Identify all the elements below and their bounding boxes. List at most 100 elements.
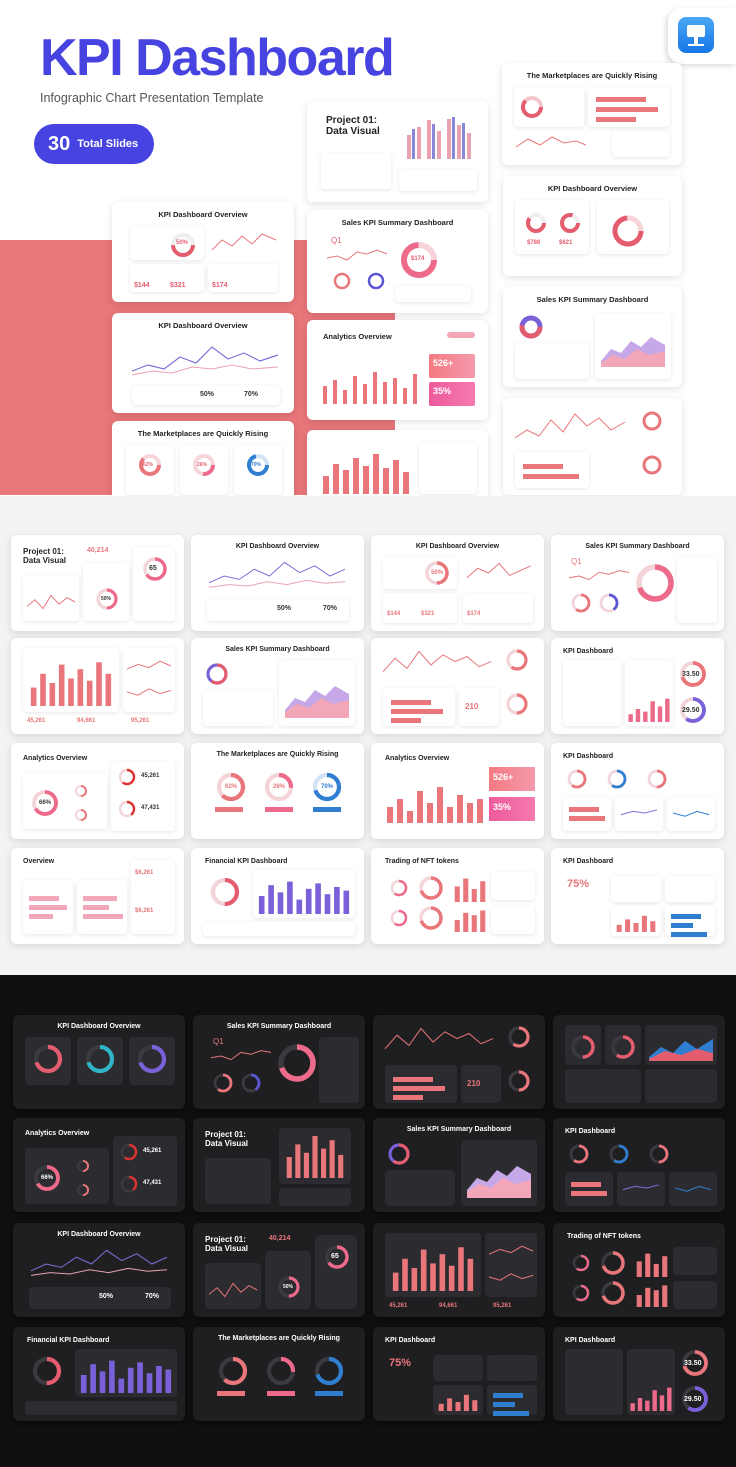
progress-bar: [391, 709, 443, 714]
stat-1: $144: [387, 611, 401, 617]
bar: [295, 1144, 301, 1178]
bar-chart: [80, 1360, 172, 1393]
donut-chart: [601, 1281, 625, 1305]
bar: [463, 1394, 469, 1411]
bar: [463, 912, 469, 932]
slide-title: Trading of NFT tokens: [567, 1233, 641, 1240]
donut-arc: [77, 1160, 89, 1172]
line-chart: [488, 1273, 534, 1281]
series-line: [126, 688, 172, 696]
slide-title: KPI Dashboard: [563, 648, 614, 655]
bar-chart: [636, 1253, 668, 1277]
panel: [627, 1349, 675, 1415]
stat-3: 95,261: [493, 1303, 512, 1309]
donut-arc: [216, 772, 246, 802]
series-line: [26, 594, 76, 610]
bar: [463, 878, 469, 902]
progress-bar: [83, 896, 117, 901]
bar: [471, 889, 477, 902]
bar: [659, 1395, 665, 1411]
donut-arc: [572, 1254, 590, 1272]
donut-arc: [649, 1144, 669, 1164]
line-chart: [382, 650, 492, 673]
line-chart: [568, 570, 630, 581]
stat-1: 45,261: [27, 718, 46, 724]
slide-thumbnail-overview-line: KPI Dashboard Overview 50% 70%: [13, 1223, 185, 1317]
donut-chart: [120, 1143, 138, 1161]
donut-arc: [213, 1073, 233, 1093]
slide-thumbnail-kpi-donuts: KPI Dashboard: [551, 743, 724, 839]
bar: [650, 921, 656, 932]
panel: [385, 1170, 455, 1206]
slide-thumbnail-analytics-gauge: Analytics Overview 66% 45,261 47,431: [11, 743, 184, 839]
line-chart: [26, 594, 76, 610]
donut-chart: [682, 1350, 708, 1376]
donut-chart: [120, 1175, 138, 1193]
panel: [25, 1148, 109, 1204]
panel: [131, 860, 175, 934]
progress-bar: [571, 1182, 601, 1187]
donut-chart: [77, 1184, 89, 1196]
gauge-value: 50%: [176, 240, 189, 246]
series-line: [30, 1249, 168, 1272]
gauge-value-2: 50%: [283, 1284, 294, 1290]
donut-chart: [569, 1144, 589, 1164]
slide-thumbnail-project: Project 01: Data Visual: [193, 1118, 365, 1212]
slide-title: The Marketplaces are Quickly Rising: [218, 1335, 340, 1342]
bar-chart: [616, 915, 656, 932]
bar-chart: [407, 117, 471, 159]
area-series-2: [649, 1049, 713, 1061]
stat-2: 94,661: [439, 1303, 458, 1309]
quality-value: 75%: [567, 878, 590, 890]
stat-value: 40,214: [87, 547, 109, 554]
line-chart: [208, 561, 346, 584]
bar: [96, 662, 102, 706]
bar: [662, 1285, 668, 1307]
tag: [315, 1391, 343, 1396]
line-chart: [384, 1027, 494, 1050]
bar-chart: [258, 881, 350, 914]
donut-chart: [572, 1254, 590, 1272]
donut-arc: [571, 593, 591, 613]
donut-arc: [278, 1044, 316, 1082]
line-chart: [515, 136, 587, 148]
slide-title: KPI Dashboard: [565, 1337, 616, 1344]
progress-bar: [83, 914, 123, 919]
percent-2: 26%: [273, 784, 286, 790]
series-line: [488, 1273, 534, 1281]
donut-chart: [649, 1144, 669, 1164]
bar: [447, 807, 453, 823]
slide-thumbnail-kpi-donuts: KPI Dashboard: [553, 1118, 725, 1212]
bar: [277, 892, 284, 914]
dark-grid-section: KPI Dashboard Overview Sales KPI Summary …: [0, 975, 736, 1467]
bar: [467, 1258, 474, 1291]
donut-arc: [680, 661, 706, 687]
progress-bar: [569, 807, 599, 812]
donut-arc: [312, 772, 342, 802]
area-chart: [467, 1166, 531, 1198]
panel: [319, 1037, 359, 1103]
bar: [471, 915, 477, 932]
donut-chart: [216, 772, 246, 802]
bar: [455, 1402, 461, 1411]
series-line: [30, 1267, 168, 1276]
kpi-tile: [489, 767, 535, 791]
panel: [487, 1355, 537, 1381]
main-title: KPI Dashboard: [40, 29, 395, 87]
gauge-value: 66%: [39, 800, 52, 806]
bar: [447, 1398, 453, 1411]
donut-arc: [611, 1035, 635, 1059]
tag: [265, 807, 293, 812]
donut-arc: [218, 1356, 248, 1386]
percent-2: 70%: [323, 605, 338, 612]
stat-1: 45,261: [143, 1148, 162, 1154]
kpi-value-2: 35%: [493, 802, 512, 812]
donut-chart: [599, 593, 619, 613]
bar: [637, 1398, 643, 1411]
slide-title: Sales KPI Summary Dashboard: [406, 1126, 512, 1133]
gauge-value-1: 33.50: [684, 1360, 702, 1367]
donut-arc: [647, 769, 667, 789]
bar: [258, 896, 265, 914]
slide-title: KPI Dashboard Overview: [415, 543, 500, 550]
slide-thumbnail-analytics-gauge: Analytics Overview 66% 45,261 47,431: [13, 1118, 185, 1212]
